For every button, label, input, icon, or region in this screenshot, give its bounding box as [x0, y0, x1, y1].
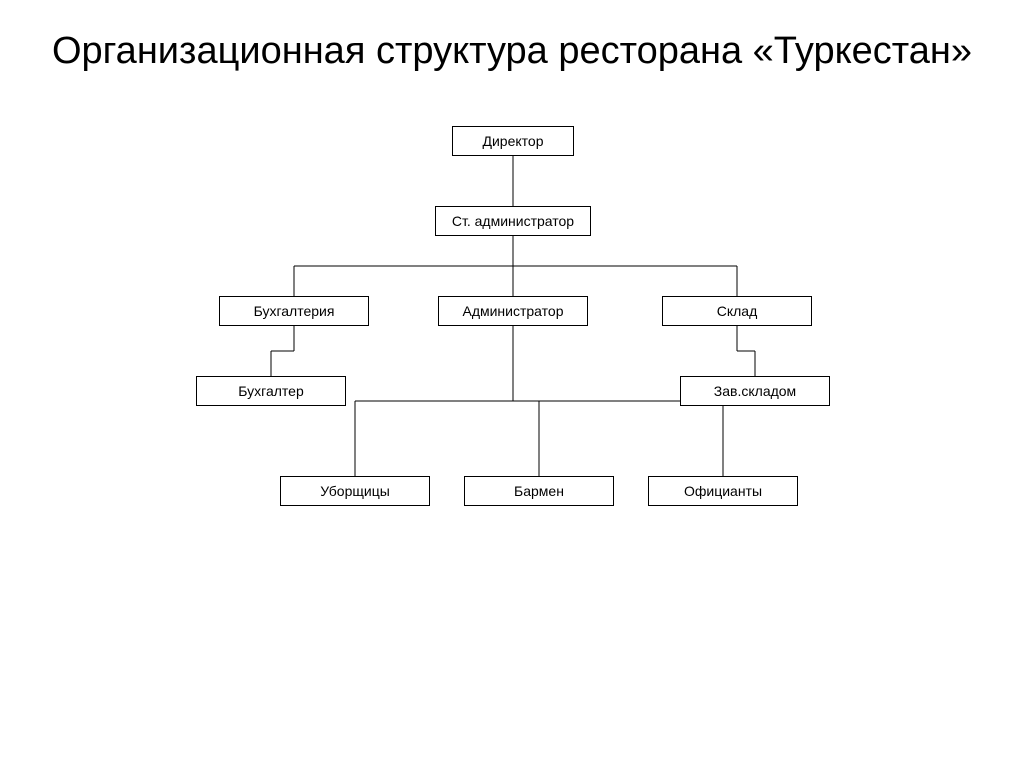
org-chart-connectors: [0, 76, 1024, 636]
org-node-barman: Бармен: [464, 476, 614, 506]
org-chart: Директор Ст. администратор Бухгалтерия Адми…: [0, 76, 1024, 636]
org-node-wh_head: Зав.складом: [680, 376, 830, 406]
org-node-senior_admin: Ст. администратор: [435, 206, 591, 236]
org-node-waiters: Официанты: [648, 476, 798, 506]
org-node-accounting: Бухгалтерия: [219, 296, 369, 326]
org-node-accountant: Бухгалтер: [196, 376, 346, 406]
org-node-director: Директор: [452, 126, 574, 156]
org-node-admin: Администратор: [438, 296, 588, 326]
page-title: Организационная структура ресторана «Тур…: [0, 0, 1024, 76]
org-node-warehouse: Склад: [662, 296, 812, 326]
org-node-cleaners: Уборщицы: [280, 476, 430, 506]
